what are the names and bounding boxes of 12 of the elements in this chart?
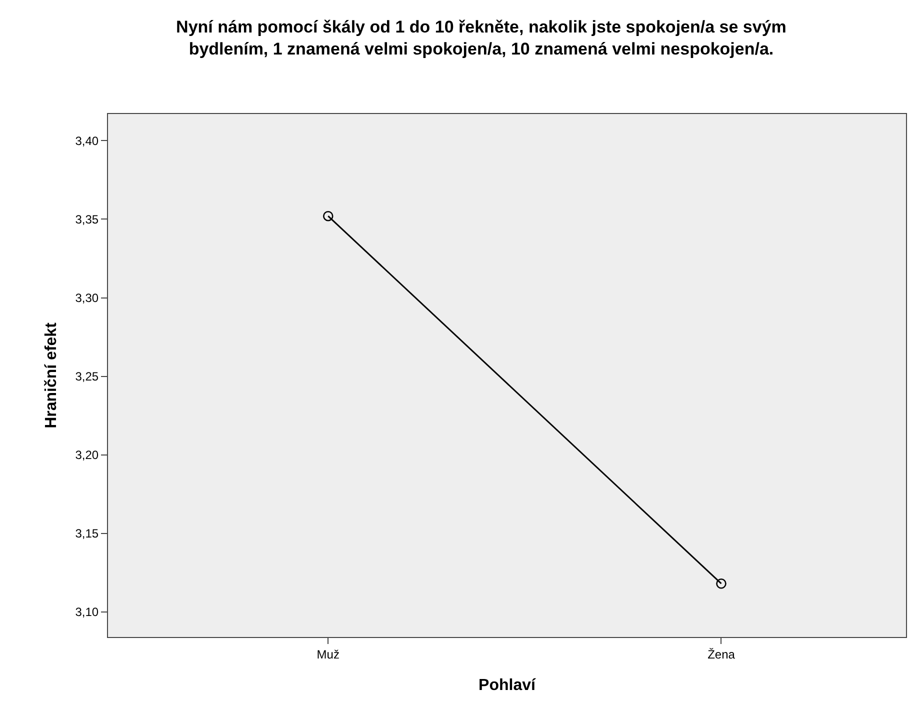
x-axis-title: Pohlaví	[478, 677, 536, 694]
y-tick-label: 3,20	[75, 448, 99, 462]
y-tick-label: 3,40	[75, 134, 99, 148]
chart-title: Nyní nám pomocí škály od 1 do 10 řekněte, nakolik jste spokojen/a se svým bydlením, 1 znamená velmi spokojen/a, 10 znamená velmi nespokojen/a.	[176, 17, 786, 58]
y-tick-label: 3,35	[75, 212, 99, 226]
x-tick-label: Žena	[708, 647, 736, 662]
y-axis-title: Hraniční efekt	[43, 322, 60, 428]
y-tick-label: 3,15	[75, 526, 99, 541]
y-tick-label: 3,10	[75, 605, 99, 620]
y-tick-label: 3,30	[75, 290, 99, 305]
y-tick-label: 3,25	[75, 369, 99, 384]
x-tick-label: Muž	[316, 647, 340, 662]
